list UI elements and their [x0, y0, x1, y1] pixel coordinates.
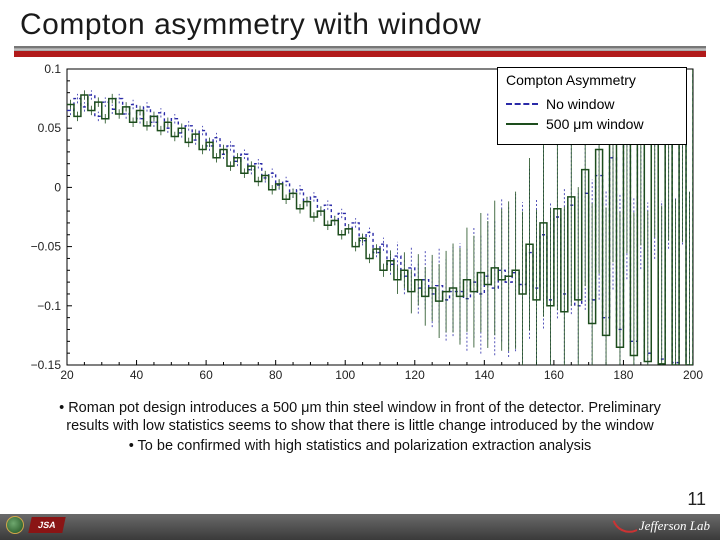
legend-item-no-window: No window — [506, 94, 678, 114]
legend-swatch-solid — [506, 123, 538, 125]
svg-text:0.1: 0.1 — [44, 62, 61, 76]
svg-text:180: 180 — [613, 368, 633, 382]
footer-bar: JSA Jefferson Lab — [0, 514, 720, 540]
svg-text:−0.15: −0.15 — [31, 358, 62, 372]
svg-text:140: 140 — [474, 368, 494, 382]
chart-legend: Compton Asymmetry No window 500 μm windo… — [497, 67, 687, 145]
svg-text:60: 60 — [199, 368, 213, 382]
svg-text:0: 0 — [54, 180, 61, 194]
svg-text:−0.05: −0.05 — [31, 240, 62, 254]
jlab-text: Jefferson Lab — [639, 518, 710, 534]
svg-text:80: 80 — [269, 368, 283, 382]
legend-swatch-dashed — [506, 103, 538, 105]
slide-title: Compton asymmetry with window — [0, 0, 720, 46]
accent-bar — [14, 51, 706, 57]
jsa-logo: JSA — [28, 517, 65, 533]
doe-seal-icon — [6, 516, 24, 534]
svg-text:−0.1: −0.1 — [37, 299, 61, 313]
svg-text:40: 40 — [130, 368, 144, 382]
svg-text:160: 160 — [544, 368, 564, 382]
page-number: 11 — [687, 489, 706, 510]
svg-text:120: 120 — [405, 368, 425, 382]
legend-label: No window — [546, 96, 614, 112]
legend-title: Compton Asymmetry — [506, 72, 678, 88]
jlab-swoosh-icon — [612, 514, 637, 538]
svg-text:100: 100 — [335, 368, 355, 382]
svg-text:200: 200 — [683, 368, 703, 382]
bullet-item: To be confirmed with high statistics and… — [40, 437, 680, 455]
jlab-logo: Jefferson Lab — [615, 517, 710, 535]
compton-asymmetry-chart: 20 40 60 80 100 120 140 160 180 200 −0.15 −0.1 −0.05… — [15, 61, 705, 391]
footer-left-logos: JSA — [6, 516, 64, 534]
legend-label: 500 μm window — [546, 116, 644, 132]
legend-item-window: 500 μm window — [506, 114, 678, 134]
bullet-item: Roman pot design introduces a 500 μm thi… — [40, 399, 680, 435]
svg-text:20: 20 — [60, 368, 74, 382]
svg-text:0.05: 0.05 — [38, 121, 62, 135]
bullet-list: Roman pot design introduces a 500 μm thi… — [40, 399, 680, 455]
